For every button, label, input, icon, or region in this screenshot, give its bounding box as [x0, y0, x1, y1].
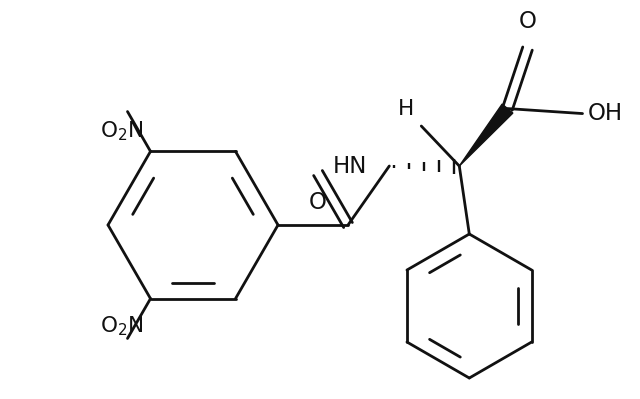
Text: HN: HN [333, 154, 367, 178]
Text: $\mathdefault{O_2N}$: $\mathdefault{O_2N}$ [100, 314, 143, 338]
Text: OH: OH [588, 102, 623, 125]
Text: O: O [518, 10, 536, 33]
Polygon shape [460, 104, 513, 166]
Text: H: H [398, 99, 415, 119]
Text: $\mathdefault{O_2N}$: $\mathdefault{O_2N}$ [100, 120, 143, 143]
Text: O: O [309, 191, 327, 214]
